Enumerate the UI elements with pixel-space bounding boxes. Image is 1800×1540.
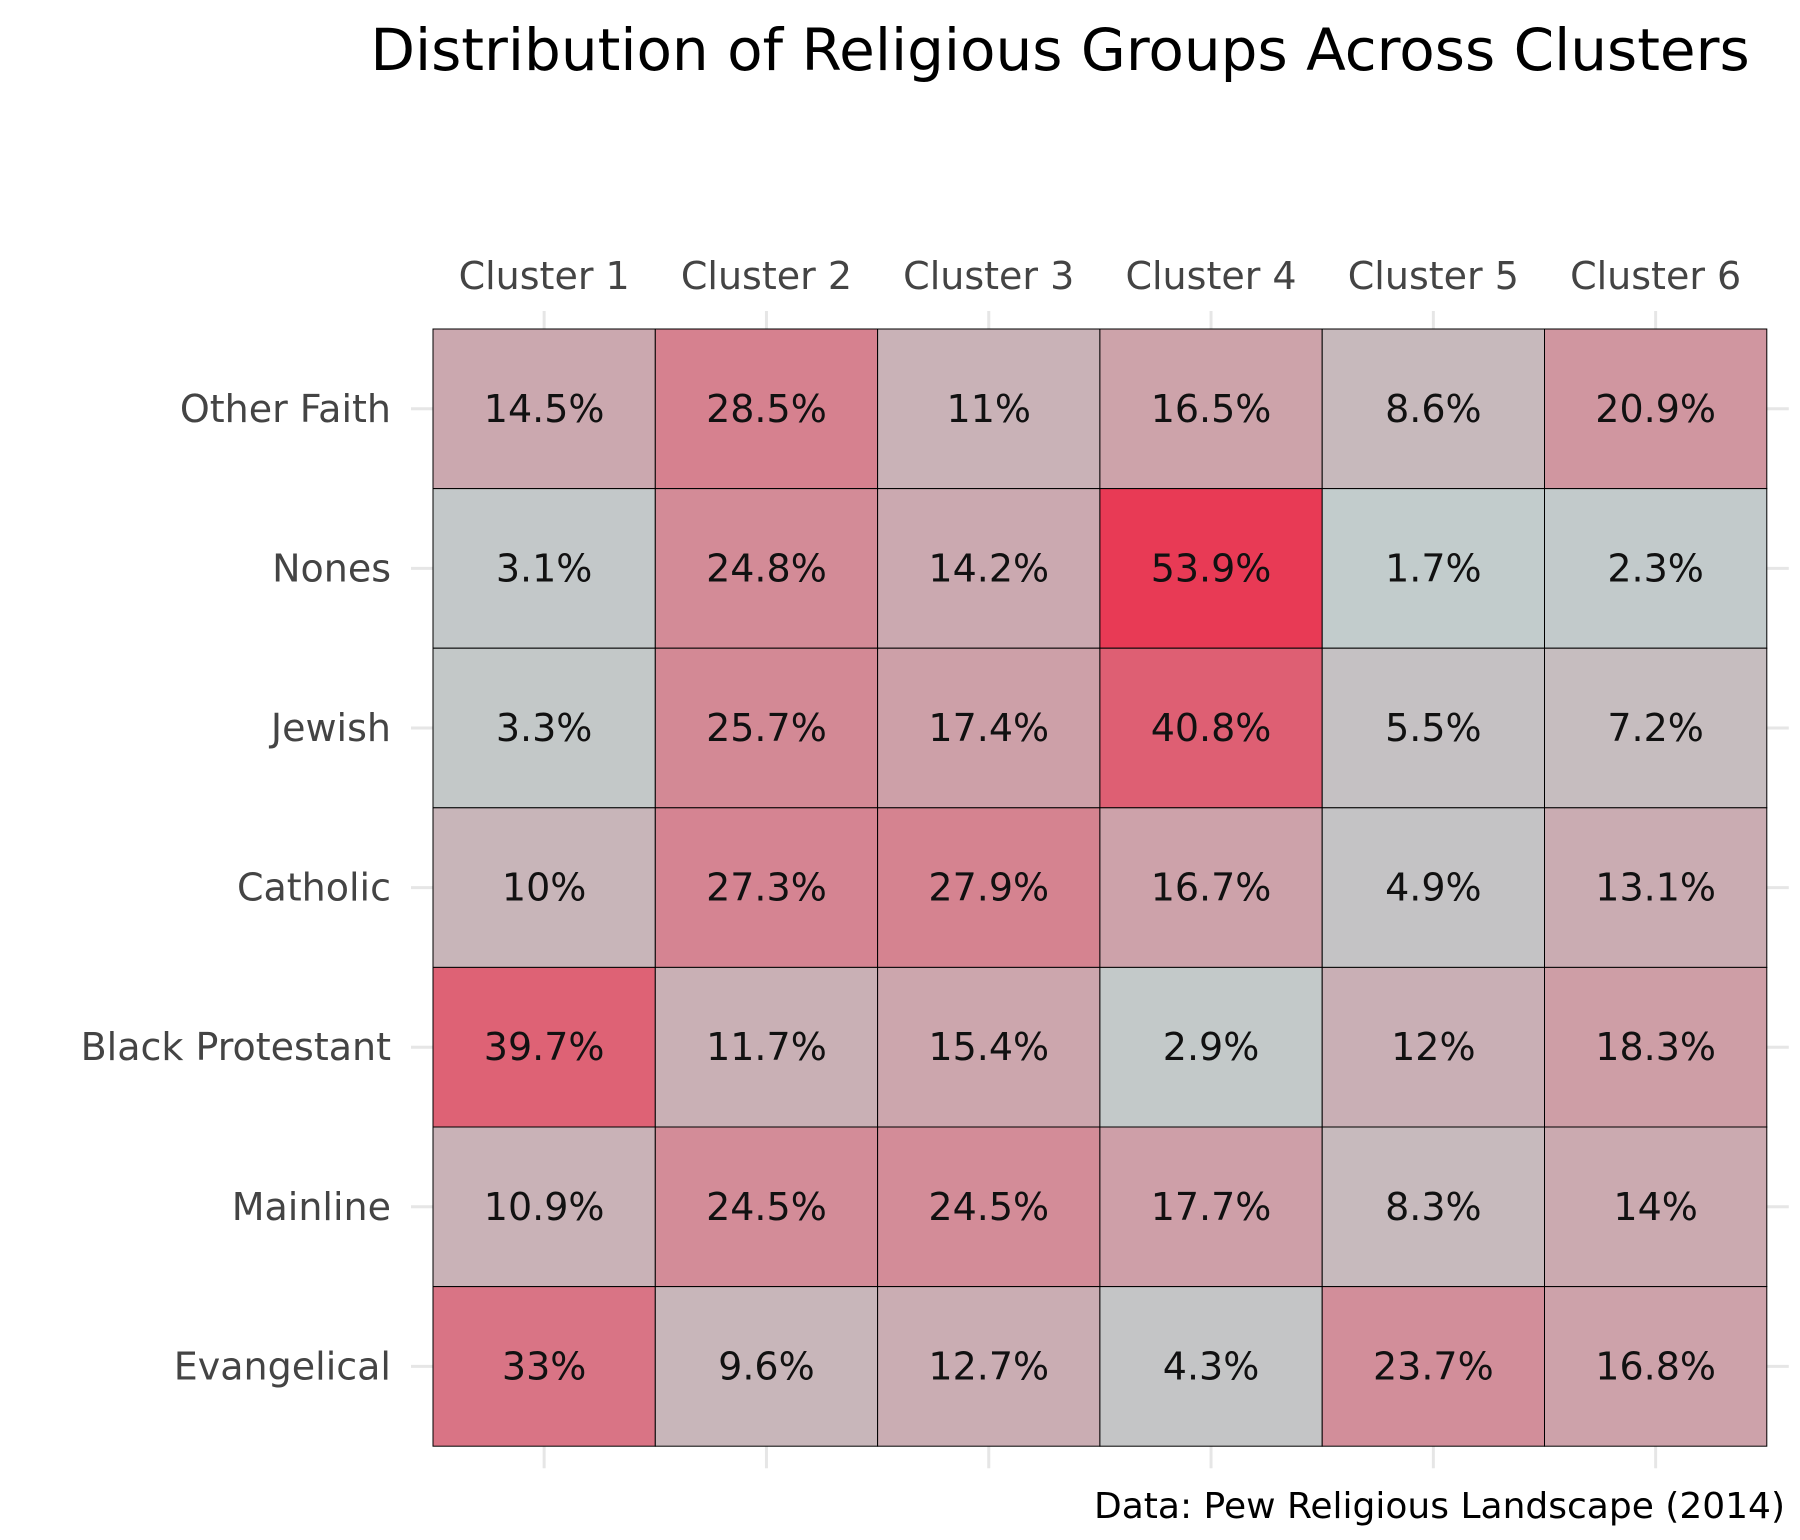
heatmap-cell	[432, 647, 656, 809]
y-tick-label: Nones	[272, 546, 391, 590]
cell-value-label: 8.3%	[1385, 1185, 1482, 1229]
y-tick-label: Mainline	[232, 1185, 391, 1229]
heatmap-cell	[654, 966, 879, 1128]
heatmap-cell	[654, 807, 879, 968]
cell-value-label: 2.9%	[1163, 1025, 1260, 1069]
heatmap-cell	[1099, 488, 1323, 649]
cell-value-label: 20.9%	[1595, 387, 1716, 431]
x-tick-label: Cluster 5	[1348, 254, 1519, 298]
cell-value-label: 40.8%	[1151, 706, 1272, 750]
x-tick-label: Cluster 4	[1125, 254, 1296, 298]
cell-value-label: 14%	[1613, 1185, 1697, 1229]
cell-value-label: 24.5%	[706, 1185, 827, 1229]
cell-value-label: 25.7%	[706, 706, 827, 750]
heatmap-cell	[877, 1286, 1101, 1447]
heatmap-cell	[877, 647, 1101, 809]
heatmap-cell	[1321, 647, 1545, 809]
heatmap-cell	[1544, 647, 1768, 809]
heatmap-cell	[1321, 1286, 1545, 1447]
cell-value-label: 28.5%	[706, 387, 827, 431]
cell-value-label: 27.3%	[706, 866, 827, 910]
cell-value-label: 12%	[1391, 1025, 1475, 1069]
heatmap-cell	[877, 1126, 1101, 1288]
heatmap-cell	[432, 1286, 656, 1447]
heatmap-cell	[877, 328, 1101, 490]
heatmap-cell	[1544, 1126, 1768, 1288]
x-tick-label: Cluster 3	[903, 254, 1074, 298]
cell-value-label: 2.3%	[1607, 546, 1704, 590]
y-axis-labels: Other Faith Nones Jewish Catholic Black Prot…	[81, 387, 391, 1389]
cell-value-label: 23.7%	[1373, 1344, 1494, 1388]
cell-value-label: 12.7%	[928, 1344, 1049, 1388]
cell-value-label: 16.5%	[1151, 387, 1272, 431]
heatmap-cells	[432, 328, 1768, 1447]
cell-labels: 14.5% 28.5% 11% 16.5% 8.6% 20.9% 3.1% 24.8% 14.2…	[484, 387, 1716, 1389]
heatmap-cell	[1544, 966, 1768, 1128]
cell-value-label: 16.7%	[1151, 866, 1272, 910]
heatmap-cell	[654, 328, 879, 490]
heatmap-cell	[1099, 328, 1323, 490]
heatmap-cell	[432, 328, 656, 490]
cell-value-label: 11.7%	[706, 1025, 827, 1069]
x-tick-label: Cluster 6	[1570, 254, 1741, 298]
heatmap-cell	[1321, 488, 1545, 649]
heatmap-cell	[877, 488, 1101, 649]
cell-value-label: 14.2%	[928, 546, 1049, 590]
y-tick-label: Evangelical	[174, 1344, 391, 1388]
cell-value-label: 15.4%	[928, 1025, 1049, 1069]
heatmap-cell	[1321, 807, 1545, 968]
cell-value-label: 11%	[947, 387, 1031, 431]
cell-value-label: 27.9%	[928, 866, 1049, 910]
heatmap-cell	[1099, 966, 1323, 1128]
heatmap-cell	[1099, 1286, 1323, 1447]
heatmap-cell	[432, 488, 656, 649]
cell-value-label: 1.7%	[1385, 546, 1482, 590]
y-tick-label: Other Faith	[180, 387, 391, 431]
cell-value-label: 16.8%	[1595, 1344, 1716, 1388]
heatmap-cell	[1099, 1126, 1323, 1288]
cell-value-label: 39.7%	[484, 1025, 605, 1069]
chart-title: Distribution of Religious Groups Across …	[370, 16, 1749, 84]
x-tick-label: Cluster 2	[681, 254, 852, 298]
heatmap-cell	[654, 1286, 879, 1447]
heatmap-cell	[1321, 328, 1545, 490]
heatmap-cell	[432, 807, 656, 968]
cell-value-label: 24.8%	[706, 546, 827, 590]
heatmap-cell	[432, 1126, 656, 1288]
heatmap-cell	[1544, 807, 1768, 968]
heatmap-cell	[654, 647, 879, 809]
cell-value-label: 10.9%	[484, 1185, 605, 1229]
y-tick-label: Catholic	[237, 866, 391, 910]
cell-value-label: 53.9%	[1151, 546, 1272, 590]
heatmap-cell	[1544, 1286, 1768, 1447]
cell-value-label: 7.2%	[1607, 706, 1704, 750]
cell-value-label: 17.4%	[928, 706, 1049, 750]
heatmap-cell	[1099, 647, 1323, 809]
x-tick-label: Cluster 1	[459, 254, 630, 298]
cell-value-label: 3.1%	[496, 546, 593, 590]
x-axis-labels: Cluster 1 Cluster 2 Cluster 3 Cluster 4 Clus…	[459, 254, 1742, 298]
heatmap-cell	[654, 1126, 879, 1288]
cell-value-label: 18.3%	[1595, 1025, 1716, 1069]
chart-caption: Data: Pew Religious Landscape (2014)	[1094, 1486, 1785, 1527]
cell-value-label: 33%	[502, 1344, 586, 1388]
heatmap-cell	[432, 966, 656, 1128]
heatmap-cell	[1544, 488, 1768, 649]
heatmap-cell	[1099, 807, 1323, 968]
y-tick-label: Jewish	[269, 706, 391, 750]
cell-value-label: 9.6%	[718, 1344, 815, 1388]
cell-value-label: 10%	[502, 866, 586, 910]
cell-value-label: 17.7%	[1151, 1185, 1272, 1229]
cell-value-label: 4.9%	[1385, 866, 1482, 910]
cell-value-label: 5.5%	[1385, 706, 1482, 750]
cell-value-label: 24.5%	[928, 1185, 1049, 1229]
cell-value-label: 13.1%	[1595, 866, 1716, 910]
cell-value-label: 3.3%	[496, 706, 593, 750]
cell-value-label: 14.5%	[484, 387, 605, 431]
y-tick-label: Black Protestant	[81, 1025, 391, 1069]
heatmap-cell	[1321, 1126, 1545, 1288]
cell-value-label: 8.6%	[1385, 387, 1482, 431]
cell-value-label: 4.3%	[1163, 1344, 1260, 1388]
